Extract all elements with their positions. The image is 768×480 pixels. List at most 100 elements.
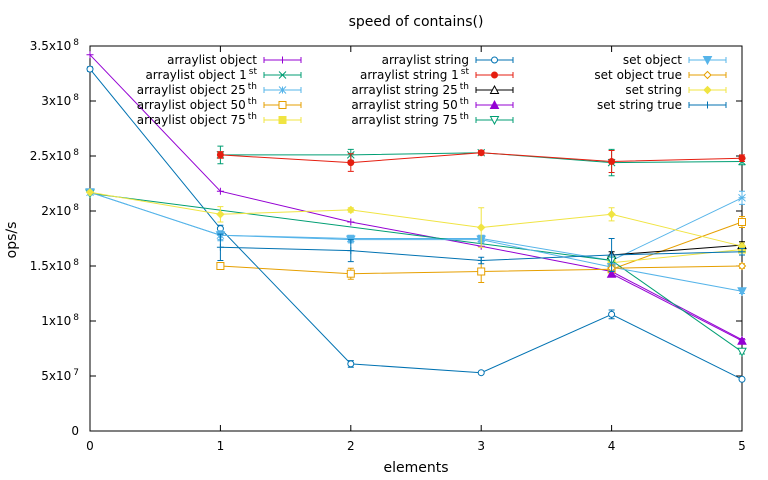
legend-marker: [703, 70, 712, 80]
series-line: [89, 191, 743, 292]
data-point: [347, 218, 355, 226]
data-point: [737, 261, 747, 271]
data-point: [477, 267, 486, 276]
y-tick-label: 1.5x10 8: [30, 258, 79, 273]
legend-marker: [278, 86, 287, 94]
legend-swatch-caps: [475, 102, 514, 108]
data-point: [86, 51, 94, 59]
legend-entry: set string true: [597, 98, 727, 112]
legend-marker: [278, 101, 287, 109]
legend-marker: [703, 85, 712, 95]
legend-label: set object true: [594, 68, 682, 82]
legend-swatch-caps: [688, 87, 727, 93]
y-axis-label: ops/s: [4, 222, 20, 259]
series-line: [89, 191, 743, 262]
series-line: [611, 265, 743, 269]
data-point: [737, 347, 747, 357]
data-point: [738, 375, 746, 383]
plot-area: [89, 45, 743, 432]
legend-swatch-caps: [475, 57, 514, 63]
data-point: [346, 205, 356, 215]
data-point: [738, 154, 746, 162]
x-tick-label: 3: [477, 439, 485, 453]
series-line: [611, 273, 743, 342]
legend-label: set string true: [597, 98, 682, 112]
data-point: [346, 269, 355, 278]
series-2: [86, 188, 746, 266]
data-point: [216, 210, 225, 219]
legend-entry: arraylist string: [382, 53, 514, 67]
data-point: [476, 223, 486, 232]
legend-marker: [489, 99, 500, 109]
data-point: [216, 187, 224, 195]
legend-swatch-caps: [688, 102, 727, 108]
data-point: [347, 159, 355, 167]
data-point: [737, 335, 747, 345]
legend-label: arraylist object: [167, 53, 257, 67]
y-tick-label: 0: [71, 424, 79, 438]
legend-swatch-caps: [263, 102, 302, 108]
series-5: [86, 65, 746, 383]
x-axis-label: elements: [383, 460, 448, 476]
legend-marker: [702, 56, 713, 66]
x-tick-label: 2: [347, 439, 355, 453]
data-point: [738, 193, 746, 202]
series-line: [611, 249, 743, 264]
data-point: [737, 287, 747, 297]
series-line: [89, 68, 743, 380]
y-tick-label: 1x10 8: [41, 313, 79, 328]
legend-swatch-caps: [263, 57, 302, 63]
axes: 0 1 2 3 4 5 0 5x10 7 1x10 8 1.5x10 8 2x10 8 2.5x10 8 3x10…: [30, 38, 746, 453]
series-10: [85, 188, 747, 297]
legend-label: set object: [623, 53, 682, 67]
series-8: [606, 268, 747, 345]
y-tick-label: 3x10 8: [41, 93, 79, 108]
legend-entry: set object true: [594, 68, 727, 82]
y-tick-label: 3.5x10 8: [30, 38, 79, 53]
legend-marker: [491, 71, 498, 79]
y-tick-label: 2.5x10 8: [30, 148, 79, 163]
series-12: [85, 188, 747, 251]
x-tick-label: 1: [217, 439, 225, 453]
legend-swatch-caps: [263, 117, 302, 123]
data-point: [738, 248, 746, 256]
data-point: [477, 257, 485, 264]
series-line: [611, 244, 743, 256]
y-tick-label: 5x10 7: [41, 368, 79, 383]
data-point: [347, 360, 355, 368]
series-layer: [85, 51, 747, 383]
legend-swatch-caps: [475, 117, 514, 123]
data-point: [216, 243, 224, 251]
legend-marker: [704, 101, 711, 109]
data-point: [606, 268, 617, 278]
x-tick-label: 0: [86, 439, 94, 453]
x-tick-label: 5: [738, 439, 746, 453]
data-point: [608, 251, 616, 259]
data-point: [85, 188, 95, 197]
data-point: [216, 151, 224, 159]
data-point: [607, 210, 616, 219]
legend-marker: [489, 84, 500, 94]
legend-marker: [489, 116, 500, 126]
legend-swatch-caps: [475, 87, 514, 93]
legend-marker: [278, 71, 287, 79]
legend-swatch-caps: [263, 72, 302, 78]
legend-marker: [491, 56, 498, 64]
series-line: [89, 191, 743, 247]
legend-entry: arraylist object: [167, 53, 302, 67]
data-point: [477, 369, 485, 377]
legend-marker: [279, 56, 286, 64]
data-point: [608, 158, 616, 165]
